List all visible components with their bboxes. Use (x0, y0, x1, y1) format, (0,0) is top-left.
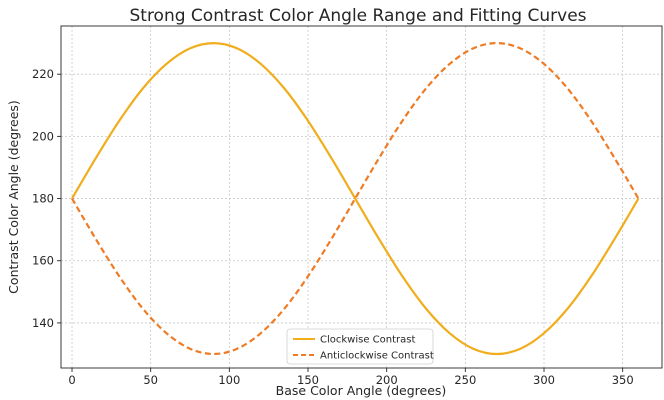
y-tick-label: 200 (32, 129, 54, 143)
x-tick-label: 50 (143, 373, 158, 387)
x-tick-label: 300 (533, 373, 555, 387)
ticks-layer: 0 50 100 150 200 250 300 350 140 160 180 200 220 (32, 67, 634, 387)
plot-frame (60, 25, 663, 369)
x-tick-label: 100 (218, 373, 240, 387)
y-tick-label: 180 (32, 192, 54, 206)
y-tick-label: 140 (32, 316, 54, 330)
x-tick-label: 200 (376, 373, 398, 387)
y-tick-label: 220 (32, 67, 54, 81)
x-tick-label: 0 (68, 373, 75, 387)
x-axis-label: Base Color Angle (degrees) (276, 383, 447, 398)
series-line-clockwise (71, 42, 640, 356)
legend-label-clockwise: Clockwise Contrast (320, 335, 415, 346)
chart-title: Strong Contrast Color Angle Range and Fi… (129, 6, 586, 26)
x-tick-label: 250 (454, 373, 476, 387)
series-line-anticlockwise (71, 42, 640, 356)
legend-box (286, 328, 434, 365)
series-layer (71, 42, 640, 356)
x-tick-label: 150 (297, 373, 319, 387)
x-tick-label: 350 (612, 373, 634, 387)
y-tick-label: 160 (32, 254, 54, 268)
legend: Clockwise Contrast Anticlockwise Contras… (286, 328, 434, 365)
y-axis-label: Contrast Color Angle (degrees) (6, 100, 21, 294)
legend-label-anticlockwise: Anticlockwise Contrast (320, 351, 434, 362)
grid-layer (61, 26, 662, 368)
